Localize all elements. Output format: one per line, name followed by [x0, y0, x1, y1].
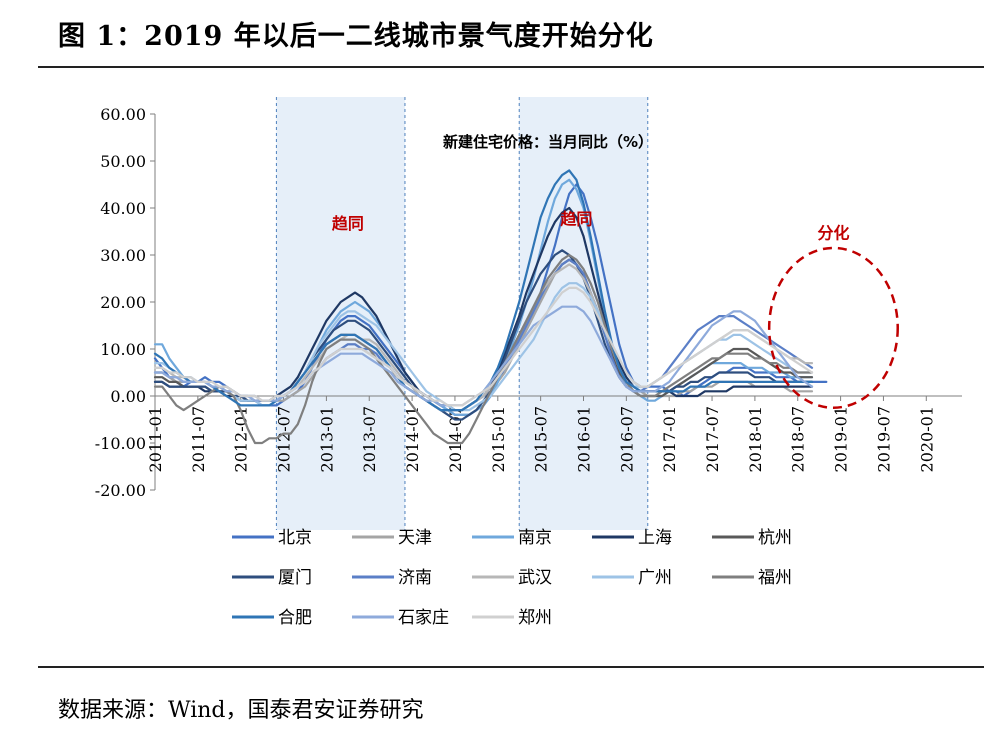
annotation-label: 分化 — [817, 224, 849, 243]
y-tick-label: 30.00 — [100, 246, 146, 265]
series-line-武汉 — [153, 263, 814, 412]
legend-label: 南京 — [518, 528, 552, 548]
legend-label: 合肥 — [278, 608, 312, 628]
figure-title: 图 1：2019 年以后一二线城市景气度开始分化 — [58, 21, 654, 52]
shaded-period-layer — [275, 97, 649, 530]
x-tick-label: 2013-07 — [360, 406, 379, 472]
x-tick-label: 2014-01 — [403, 406, 422, 472]
y-tick-label: -20.00 — [95, 481, 146, 500]
legend-label: 杭州 — [758, 528, 792, 548]
legend-label: 武汉 — [518, 568, 552, 588]
y-tick-label: 40.00 — [100, 199, 146, 218]
shaded-period — [519, 97, 648, 530]
y-tick-label: 60.00 — [100, 105, 146, 124]
x-tick-label: 2019-07 — [874, 406, 893, 472]
chart-area: 60.00 50.00 40.00 30.00 20.00 10.00 0.00 -10.00… — [95, 97, 962, 628]
series-line-济南 — [153, 258, 814, 412]
y-tick-label: -10.00 — [95, 434, 146, 453]
x-tick-label: 2012-07 — [275, 406, 294, 472]
chart-title: 新建住宅价格：当月同比（%） — [443, 133, 653, 151]
x-tick-label: 2018-01 — [746, 406, 765, 472]
x-tick-label: 2011-01 — [146, 406, 165, 472]
series-line-福州 — [153, 253, 814, 445]
legend-label: 天津 — [398, 528, 432, 548]
series-line-郑州 — [153, 286, 814, 407]
x-tick-label: 2016-01 — [574, 406, 593, 472]
legend-label: 上海 — [638, 528, 672, 548]
y-tick-label: 0.00 — [110, 387, 146, 406]
annotation-label: 趋同 — [560, 209, 592, 228]
y-tick-label: 50.00 — [100, 152, 146, 171]
series-line-合肥 — [153, 169, 814, 412]
x-tick-label: 2016-07 — [617, 406, 636, 472]
divergence-ellipse — [767, 246, 899, 410]
series-line-上海 — [153, 206, 814, 412]
x-tick-label: 2012-01 — [232, 406, 251, 472]
annotation-label: 趋同 — [332, 214, 364, 233]
y-tick-label: 20.00 — [100, 293, 146, 312]
x-tick-label: 2011-07 — [189, 406, 208, 472]
bottom-rule — [38, 666, 984, 668]
top-rule — [38, 66, 984, 68]
legend-label: 石家庄 — [398, 608, 449, 628]
x-tick-label: 2015-01 — [489, 406, 508, 472]
x-tick-label: 2019-01 — [832, 406, 851, 472]
legend-label: 厦门 — [278, 568, 312, 588]
series-layer — [153, 169, 828, 445]
series-line-南京 — [153, 178, 814, 416]
legend-label: 北京 — [278, 528, 312, 548]
y-tick-label: 10.00 — [100, 340, 146, 359]
x-tick-label: 2017-01 — [660, 406, 679, 472]
x-tick-label: 2015-07 — [532, 406, 551, 472]
axis-layer: 60.00 50.00 40.00 30.00 20.00 10.00 0.00 -10.00… — [95, 105, 962, 500]
shaded-period — [276, 97, 405, 530]
x-tick-label: 2020-01 — [917, 406, 936, 472]
x-tick-label: 2018-07 — [789, 406, 808, 472]
legend-label: 郑州 — [518, 608, 552, 628]
legend-label: 福州 — [758, 568, 792, 588]
x-tick-label: 2017-07 — [703, 406, 722, 472]
data-source-note: 数据来源：Wind，国泰君安证券研究 — [58, 698, 424, 723]
x-tick-label: 2014-07 — [446, 406, 465, 472]
legend-label: 广州 — [638, 568, 672, 588]
series-line-厦门 — [153, 249, 814, 421]
legend-label: 济南 — [398, 568, 432, 588]
series-line-天津 — [153, 258, 814, 412]
x-tick-label: 2013-01 — [317, 406, 336, 472]
series-line-杭州 — [153, 258, 814, 412]
